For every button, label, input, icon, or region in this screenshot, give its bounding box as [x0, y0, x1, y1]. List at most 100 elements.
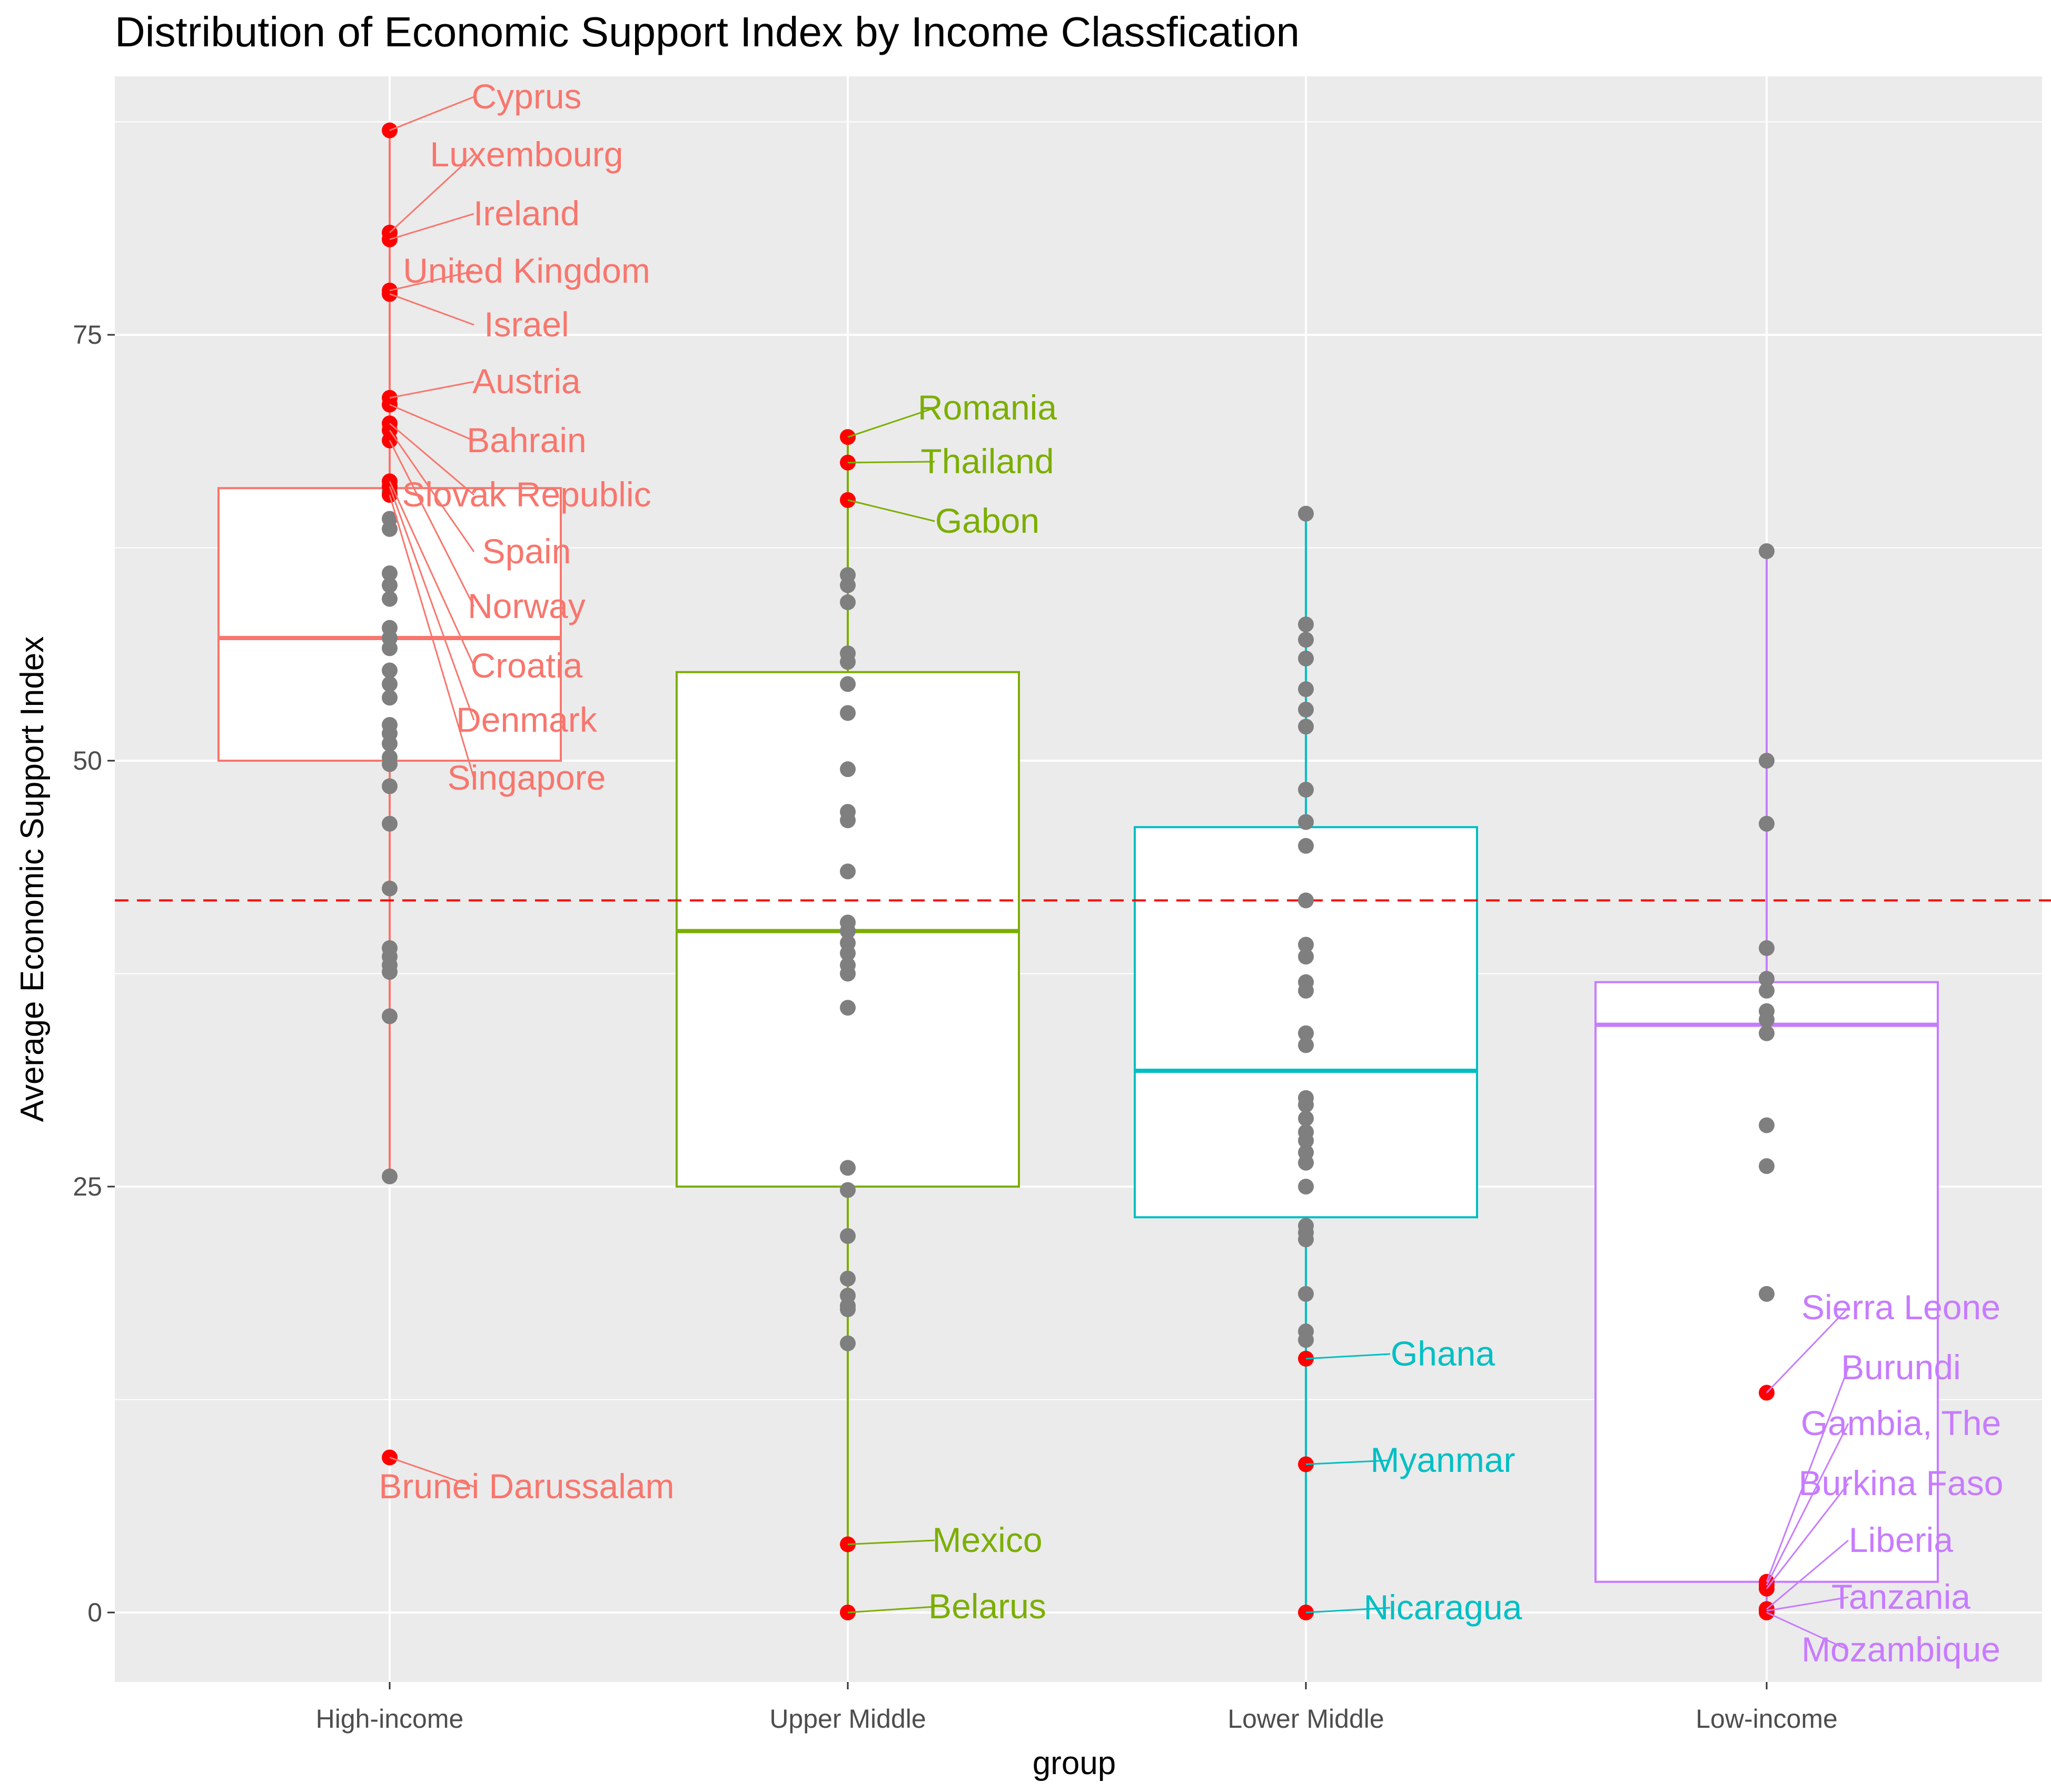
y-tick-label: 25 [73, 1172, 102, 1201]
leader-line [847, 1539, 935, 1546]
data-point [840, 761, 856, 778]
data-point [382, 1168, 398, 1184]
data-point [1298, 1037, 1314, 1053]
leader-line [1766, 1539, 1849, 1610]
data-point [840, 1160, 856, 1176]
data-point [382, 815, 398, 832]
outlier-label: Romania [918, 388, 1057, 427]
outlier-labels: Cyprus Luxembourg Ireland United Kingdom Isr… [379, 77, 2003, 1669]
outlier-label: Tanzania [1831, 1577, 1970, 1616]
data-point [840, 1301, 856, 1317]
data-point [1298, 1110, 1314, 1127]
data-point [1298, 814, 1314, 830]
data-point [1298, 782, 1314, 798]
leader-line [1766, 1367, 1849, 1582]
data-point [840, 945, 856, 961]
leader-line [389, 96, 474, 132]
data-point [382, 778, 398, 794]
data-point [382, 880, 398, 897]
outlier-label: Nicaragua [1364, 1588, 1522, 1627]
leader-line [1766, 1423, 1849, 1586]
outlier-label: Singapore [448, 758, 606, 797]
data-point [1298, 838, 1314, 854]
data-point [1298, 982, 1314, 999]
data-point [1298, 1231, 1314, 1248]
leader-line [389, 494, 475, 779]
chart-title: Distribution of Economic Support Index b… [115, 8, 1300, 55]
leader-line [1766, 1307, 1849, 1393]
data-point [840, 577, 856, 593]
data-point [1298, 701, 1314, 718]
outlier-label: Sierra Leone [1801, 1288, 2000, 1327]
outlier-label: Israel [484, 305, 569, 344]
outlier-label: Ghana [1391, 1334, 1495, 1373]
data-point [840, 654, 856, 670]
data-point [382, 690, 398, 706]
data-point [382, 640, 398, 656]
leader-line [1766, 1596, 1849, 1612]
x-tick-label: High-income [316, 1704, 464, 1734]
outlier-label: Mozambique [1801, 1630, 2000, 1669]
data-point [382, 662, 398, 679]
data-point [382, 964, 398, 980]
leader-line [847, 499, 935, 522]
data-point [382, 591, 398, 607]
data-point [1759, 1011, 1775, 1028]
data-point [382, 577, 398, 593]
data-point [382, 565, 398, 582]
outlier-label: Gambia, The [1801, 1403, 2001, 1442]
data-point [1298, 1154, 1314, 1171]
data-point [1759, 753, 1775, 769]
x-axis: High-income Upper Middle Lower Middle Low-i… [316, 1682, 1838, 1734]
data-point [1298, 1132, 1314, 1149]
data-point [382, 1008, 398, 1024]
outlier-label: Burkina Faso [1799, 1464, 2004, 1502]
data-point [382, 735, 398, 752]
leader-line [389, 486, 475, 721]
outlier-label: Cyprus [471, 77, 581, 116]
x-axis-title: group [1033, 1745, 1116, 1781]
leader-line [389, 1457, 474, 1488]
leader-line [389, 381, 474, 399]
outlier-label: Denmark [456, 700, 598, 739]
data-point [1298, 650, 1314, 666]
data-point [1759, 982, 1775, 999]
outlier-label: Austria [472, 362, 581, 401]
data-point [1759, 1158, 1775, 1174]
y-axis-title: Average Economic Support Index [14, 636, 51, 1122]
data-point [1759, 1286, 1775, 1302]
data-point [840, 1182, 856, 1198]
data-point [1298, 949, 1314, 965]
data-point [1298, 1025, 1314, 1041]
leader-line [847, 461, 935, 464]
outlier-label: Thailand [920, 442, 1054, 481]
data-point [840, 705, 856, 721]
leader-line [1305, 1353, 1391, 1360]
y-axis: 0 25 50 75 [73, 320, 115, 1627]
data-point [840, 676, 856, 692]
data-point [840, 1228, 856, 1244]
x-tick-label: Lower Middle [1227, 1704, 1384, 1734]
data-point [840, 812, 856, 829]
data-point [1298, 1097, 1314, 1113]
data-point [840, 1335, 856, 1351]
leader-line [847, 1606, 935, 1614]
data-point [1298, 1332, 1314, 1348]
outlier-label: Ireland [473, 194, 580, 233]
leader-line [389, 154, 475, 233]
outlier-label: Gabon [935, 501, 1039, 540]
leader-line [389, 440, 475, 607]
data-point [840, 863, 856, 880]
box [1594, 981, 1939, 1583]
data-point [1298, 1286, 1314, 1302]
data-point [840, 1270, 856, 1287]
data-point [1298, 1179, 1314, 1194]
data-point [840, 1000, 856, 1016]
data-point [1759, 1025, 1775, 1041]
y-tick-label: 0 [87, 1598, 102, 1627]
leader-line [1766, 1483, 1849, 1589]
data-point [1759, 1117, 1775, 1133]
outlier-label: Bahrain [467, 421, 587, 460]
leader-line [389, 481, 475, 666]
